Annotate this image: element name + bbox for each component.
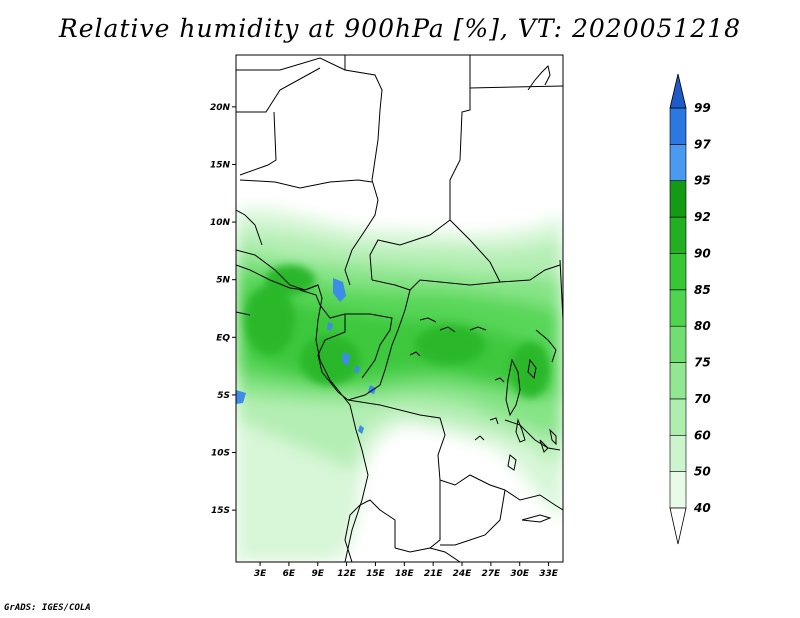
humidity-core-3	[415, 325, 485, 365]
lon-tick-label: 18E	[395, 569, 415, 579]
lakes	[505, 358, 557, 523]
lon-tick-label: 27E	[482, 569, 502, 579]
colorbar-label: 60	[694, 428, 711, 442]
lat-tick-label: 20N	[210, 103, 231, 113]
lon-tick-label: 15E	[366, 569, 386, 579]
humidity-field	[236, 55, 563, 562]
lon-tick-label: 9E	[312, 569, 325, 579]
lon-tick-label: 30E	[510, 569, 530, 579]
colorbar-label: 99	[694, 101, 711, 115]
lat-tick-label: 15N	[210, 160, 231, 170]
map-frame	[235, 54, 564, 563]
colorbar-label: 95	[694, 174, 711, 188]
lat-tick-label: 10N	[210, 218, 231, 228]
colorbar-segment	[669, 398, 687, 436]
colorbar-segment	[669, 180, 687, 218]
colorbar-label: 92	[694, 210, 711, 224]
lon-tick-label: 12E	[337, 569, 357, 579]
colorbar-label: 50	[694, 465, 711, 479]
colorbar-label: 70	[694, 392, 711, 406]
colorbar-segment	[669, 362, 687, 400]
grads-credit: GrADS: IGES/COLA	[4, 603, 91, 613]
lon-tick-label: 3E	[254, 569, 267, 579]
lon-tick-label: 33E	[539, 569, 559, 579]
colorbar-max-arrow	[669, 73, 687, 109]
colorbar-segment	[669, 144, 687, 182]
colorbar-label: 75	[694, 356, 711, 370]
colorbar-label: 40	[693, 501, 711, 515]
lat-tick-label: EQ	[216, 333, 230, 343]
rivers	[409, 317, 505, 441]
colorbar-label: 90	[694, 246, 711, 260]
lat-axis: 20N 15N 10N 5N EQ 5S 10S 15S	[210, 103, 236, 516]
humidity-core-5	[265, 265, 315, 295]
lon-tick-label: 6E	[283, 569, 296, 579]
colorbar: 40 50 60 70 75 80 85 90 92 95 97 99	[669, 73, 711, 545]
lat-tick-label: 15S	[211, 506, 230, 516]
lat-tick-label: 5S	[217, 391, 230, 401]
colorbar-segment	[669, 216, 687, 254]
lat-tick-label: 5N	[216, 276, 230, 286]
colorbar-segment	[669, 471, 687, 509]
lat-tick-label: 10S	[211, 449, 230, 459]
country-borders	[236, 55, 563, 562]
chart-title: Relative humidity at 900hPa [%], VT: 202…	[58, 14, 742, 43]
lon-tick-label: 21E	[424, 569, 444, 579]
coastline	[236, 209, 369, 562]
humidity-core-4	[510, 342, 550, 398]
colorbar-label: 85	[694, 283, 711, 297]
colorbar-label: 97	[694, 137, 711, 151]
colorbar-segment	[669, 107, 687, 145]
lon-axis: 3E 6E 9E 12E 15E 18E 21E 24E 27E 30E 33E	[254, 562, 559, 579]
lon-tick-label: 24E	[453, 569, 473, 579]
humidity-core-1	[245, 285, 295, 355]
colorbar-min-arrow	[669, 507, 687, 545]
colorbar-segment	[669, 325, 687, 363]
colorbar-segment	[669, 253, 687, 291]
humidity-core-2	[300, 335, 360, 385]
colorbar-label: 80	[694, 319, 711, 333]
colorbar-segment	[669, 289, 687, 327]
colorbar-segment	[669, 434, 687, 472]
red-sea-coast	[527, 65, 551, 91]
